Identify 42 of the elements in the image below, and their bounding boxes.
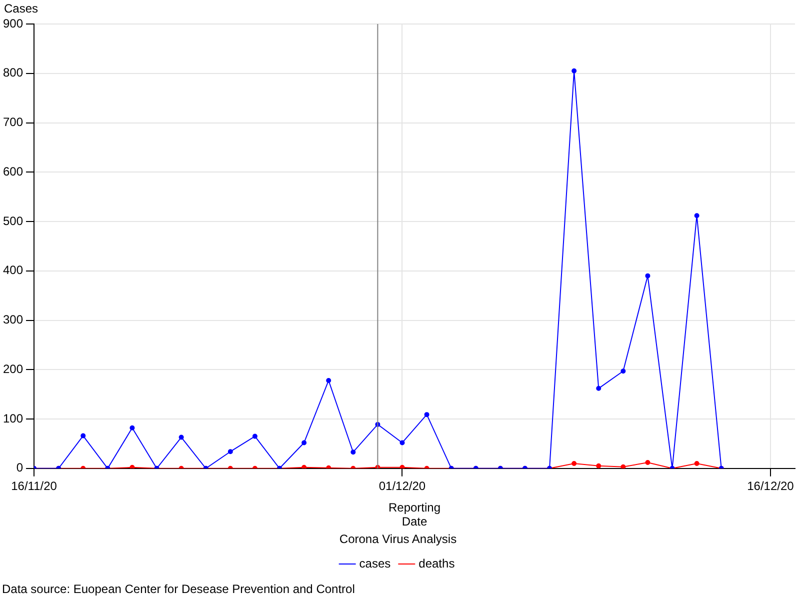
point	[302, 464, 307, 468]
point	[596, 386, 602, 391]
point	[130, 464, 135, 468]
point	[694, 213, 700, 218]
point	[326, 378, 332, 384]
point	[228, 449, 233, 454]
x-tick-label: 01/12/20	[378, 478, 426, 493]
point	[424, 412, 430, 418]
point	[572, 460, 577, 466]
y-tick-label: 200	[2, 362, 24, 376]
point	[178, 434, 184, 440]
point	[620, 464, 626, 468]
x-axis-title: Reporting Date	[388, 500, 441, 529]
point	[694, 460, 700, 466]
legend-label: deaths	[418, 556, 455, 570]
point	[130, 425, 135, 430]
point	[620, 368, 626, 374]
point	[596, 463, 602, 468]
y-tick-label: 800	[2, 66, 24, 80]
y-tick-label: 700	[2, 115, 24, 130]
point	[400, 464, 405, 468]
point	[645, 460, 650, 465]
point	[572, 68, 577, 74]
x-tick-label: 16/11/20	[11, 478, 58, 493]
y-tick-label: 0	[16, 460, 24, 475]
point	[80, 433, 86, 438]
legend-label: cases	[359, 556, 391, 570]
point	[350, 450, 356, 455]
y-axis-title: Cases	[4, 1, 38, 16]
source-note: Data source: Euopean Center for Desease Prevention and Control	[2, 582, 355, 596]
x-tick-label: 16/12/20	[747, 478, 794, 493]
y-tick-label: 600	[2, 164, 24, 178]
y-tick-label: 400	[2, 263, 24, 278]
point	[400, 440, 405, 446]
point	[252, 434, 258, 439]
y-tick-label: 900	[2, 16, 24, 30]
legend-title: Corona Virus Analysis	[339, 532, 457, 546]
y-tick-label: 500	[2, 214, 24, 228]
y-tick-label: 100	[2, 411, 24, 426]
point	[645, 273, 650, 278]
y-tick-label: 300	[2, 312, 24, 327]
point	[302, 440, 307, 446]
